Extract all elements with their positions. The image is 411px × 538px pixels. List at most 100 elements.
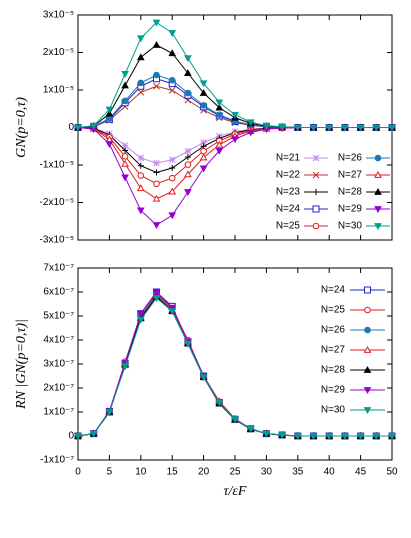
data-point [388, 433, 396, 441]
data-point [137, 172, 145, 179]
x-axis-label: τ/εF [224, 484, 247, 499]
data-point [199, 374, 208, 382]
x-tick-label: 20 [198, 467, 210, 478]
data-point [136, 310, 145, 318]
data-point [184, 55, 192, 63]
y-tick-label: 7x10⁻⁷ [43, 263, 74, 274]
data-point [215, 103, 224, 111]
legend-marker [374, 206, 382, 214]
x-tick-label: 10 [135, 467, 147, 478]
data-point [153, 159, 160, 167]
legend-label: N=29 [321, 385, 346, 396]
data-point [309, 124, 318, 132]
data-point [341, 433, 349, 441]
y-tick-label: 1x10⁻⁷ [43, 407, 74, 418]
data-point [153, 82, 160, 90]
legend-marker [363, 365, 372, 373]
data-point [153, 71, 160, 79]
data-point [168, 304, 177, 312]
data-point [293, 433, 302, 441]
y-tick-label: 0 [68, 431, 74, 442]
data-point [356, 124, 365, 132]
legend-label: N=28 [321, 365, 346, 376]
data-point [152, 295, 161, 303]
data-point [199, 88, 208, 96]
y-tick-label: 3x10⁻⁷ [43, 359, 74, 370]
y-tick-label: 2x10⁻⁷ [43, 383, 74, 394]
y-tick-label: 0 [68, 122, 74, 133]
data-point [199, 165, 208, 173]
data-point [231, 136, 239, 144]
data-point [325, 433, 334, 441]
data-point [168, 212, 177, 220]
x-tick-label: 35 [292, 467, 304, 478]
legend-label: N=30 [321, 405, 346, 416]
data-point [215, 147, 224, 155]
data-point [278, 432, 286, 440]
x-tick-label: 45 [355, 467, 367, 478]
y-tick-label: -2x10⁻⁵ [40, 197, 74, 208]
data-point [215, 140, 224, 148]
data-point [168, 187, 177, 195]
data-point [152, 40, 161, 48]
legend-label: N=25 [276, 221, 301, 232]
data-point [121, 97, 129, 105]
data-point [137, 88, 145, 96]
legend-label: N=24 [276, 204, 301, 215]
y-axis-label: GN(p=0,τ) [14, 97, 29, 158]
x-tick-label: 50 [386, 467, 398, 478]
data-point [169, 165, 176, 171]
data-point [136, 53, 145, 61]
data-point [184, 154, 191, 161]
legend-label: N=30 [338, 221, 363, 232]
data-point [153, 180, 160, 188]
data-point [105, 409, 114, 417]
data-point [215, 99, 224, 107]
data-point [262, 430, 271, 438]
legend-marker [364, 326, 371, 334]
data-point [121, 153, 129, 160]
legend-label: N=21 [276, 153, 301, 164]
y-tick-label: -1x10⁻⁵ [40, 160, 74, 171]
data-point [121, 174, 129, 182]
data-point [372, 124, 381, 132]
x-tick-label: 5 [107, 467, 113, 478]
data-point [136, 184, 145, 192]
legend-marker [312, 154, 320, 162]
data-point [200, 147, 207, 155]
data-point [199, 153, 208, 161]
data-point [184, 340, 192, 348]
data-point [137, 162, 144, 169]
x-tick-label: 15 [167, 467, 179, 478]
data-point [152, 289, 161, 297]
x-tick-label: 40 [324, 467, 336, 478]
y-tick-label: -3x10⁻⁵ [40, 235, 74, 246]
data-point [121, 81, 129, 89]
data-point [121, 70, 129, 78]
data-point [74, 433, 82, 441]
data-point [152, 194, 161, 202]
legend-label: N=22 [276, 170, 301, 181]
data-point [137, 79, 145, 87]
data-point [122, 147, 129, 154]
data-point [231, 416, 239, 424]
legend-marker [374, 187, 382, 195]
data-point [246, 119, 255, 127]
data-point [168, 49, 177, 57]
x-tick-label: 30 [261, 467, 273, 478]
data-point [168, 308, 177, 316]
data-point [215, 399, 224, 407]
data-point [388, 124, 396, 132]
legend-marker [374, 223, 382, 231]
data-point [168, 76, 176, 84]
legend-marker [374, 170, 382, 178]
y-tick-label: -1x10⁻⁷ [40, 455, 74, 466]
legend-label: N=28 [338, 187, 363, 198]
data-point [246, 425, 255, 433]
data-point [184, 161, 192, 168]
legend-marker [312, 171, 320, 179]
data-point [325, 124, 334, 132]
data-point [121, 159, 129, 167]
data-point [200, 139, 207, 146]
data-point [372, 433, 381, 441]
